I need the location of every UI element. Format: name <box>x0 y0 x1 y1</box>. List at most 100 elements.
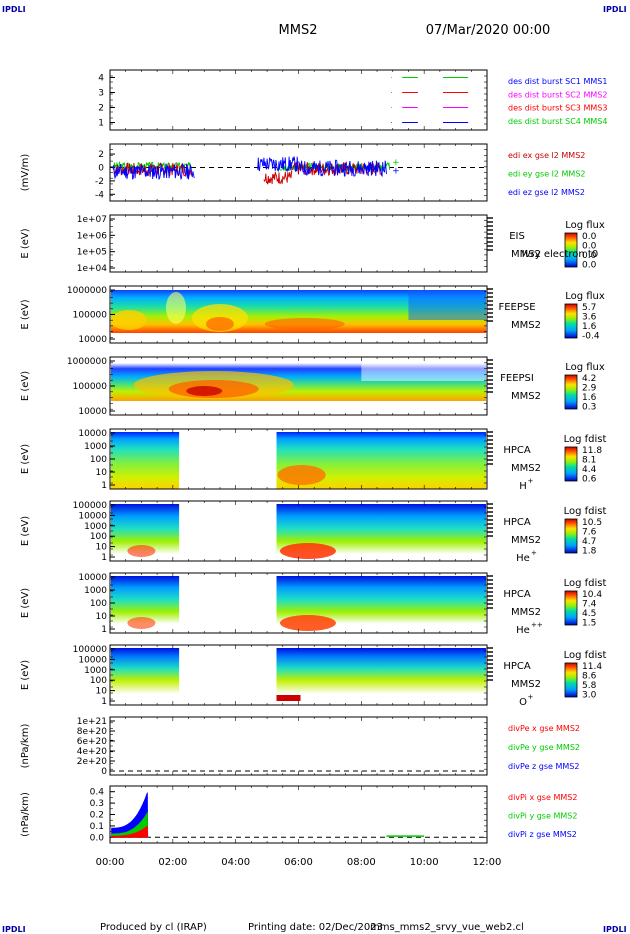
y-tick-label-hpca-o: 1000 <box>84 666 107 676</box>
y-axis-label-hpca-h: E (eV) <box>20 444 31 474</box>
species-label-hpca-he2: He <box>516 625 530 636</box>
legend-burst-0: des dist burst SC1 MMS1 <box>508 77 607 86</box>
y-tick-label-hpca-he2: 1 <box>101 625 107 635</box>
colorbar-hpca-o <box>564 662 578 698</box>
y-tick-label-hpca-o: 100 <box>90 676 107 686</box>
corner-label-tl: IPDLI <box>2 5 26 14</box>
feepse-feature <box>165 292 186 324</box>
spacecraft-label-hpca-o: MMS2 <box>511 679 541 690</box>
y-tick-label-divpe: 6e+20 <box>77 737 108 747</box>
y-axis-label-feepse: E (eV) <box>20 299 31 329</box>
y-tick-label-divpe: 8e+20 <box>77 727 108 737</box>
legend-divpe-1: divPe y gse MMS2 <box>508 743 580 752</box>
y-tick-label-divpi: 0.1 <box>90 822 104 832</box>
hpca-feature <box>279 615 336 631</box>
edi-trace <box>263 169 293 185</box>
feepsi-feature <box>361 363 486 381</box>
panels: des dist burst SC1 MMS1 des dist burst SC… <box>20 69 607 868</box>
y-axis-label-divpi: (nPa/km) <box>20 792 31 837</box>
x-tick-label: 12:00 <box>473 857 502 868</box>
y-tick-label-burst: 1 <box>98 119 104 129</box>
divpi-series <box>111 825 149 838</box>
colorbar-title-eis: Log flux <box>565 220 605 231</box>
colorbar-title-hpca-he: Log fdist <box>564 506 607 517</box>
colorbar-tick-hpca-h: 8.1 <box>582 456 596 466</box>
corner-label-tr: IPDLI <box>603 5 627 14</box>
species-charge-hpca-he: + <box>531 549 537 557</box>
y-axis-label-eis: E (eV) <box>20 228 31 258</box>
legend-burst-2: des dist burst SC3 MMS3 <box>508 104 607 113</box>
y-tick-label-edi: 0 <box>98 163 104 173</box>
legend-edi-0: edi ex gse l2 MMS2 <box>508 151 585 160</box>
colorbar-tick-feepse: -0.4 <box>582 332 600 342</box>
colorbar-tick-eis: 0.0 <box>582 232 597 242</box>
y-tick-label-divpi: 0.4 <box>90 788 105 798</box>
feepse-feature <box>205 317 234 331</box>
colorbar-tick-hpca-o: 11.4 <box>582 662 602 672</box>
legend-divpi-2: divPi z gse MMS2 <box>508 830 577 839</box>
colorbar-tick-feepsi: 1.6 <box>582 393 597 403</box>
legend-divpe-0: divPe x gse MMS2 <box>508 724 580 733</box>
y-axis-label-hpca-he2: E (eV) <box>20 588 31 618</box>
x-tick-label: 04:00 <box>221 857 250 868</box>
footer-filename: mms_mms2_srvy_vue_web2.cl <box>370 922 524 933</box>
y-tick-label-hpca-he: 10 <box>96 543 108 553</box>
panel-frame-eis <box>109 214 488 273</box>
colorbar-title-feepse: Log flux <box>565 291 605 302</box>
colorbar-tick-hpca-he: 1.8 <box>582 547 597 557</box>
y-tick-label-hpca-h: 100 <box>90 455 107 465</box>
y-tick-label-hpca-he: 1 <box>101 553 107 563</box>
colorbar-eis <box>564 232 578 268</box>
instrument-label-eis: EIS <box>509 231 525 242</box>
species-charge-hpca-he2: ++ <box>531 621 543 629</box>
species-label-hpca-o: O <box>519 697 527 708</box>
legend-burst-1: des dist burst SC2 MMS2 <box>508 90 607 99</box>
y-tick-label-feepsi: 100000 <box>73 382 108 392</box>
y-tick-label-burst: 4 <box>98 74 104 84</box>
colorbar-tick-hpca-he: 10.5 <box>582 518 602 528</box>
hpca-spectrogram-hpca-he2 <box>111 576 180 624</box>
hpca-feature <box>279 543 336 559</box>
edi-marker: + <box>392 167 400 177</box>
colorbar-feepse <box>564 303 578 339</box>
colorbar-tick-eis: 0.0 <box>582 242 597 252</box>
legend-divpi-0: divPi x gse MMS2 <box>508 793 577 802</box>
y-tick-label-edi: -4 <box>95 190 104 200</box>
date-title: 07/Mar/2020 00:00 <box>426 23 551 38</box>
y-tick-label-divpe: 4e+20 <box>77 747 108 757</box>
colorbar-tick-hpca-he2: 4.5 <box>582 609 596 619</box>
colorbar-feepsi <box>564 374 578 410</box>
colorbar-tick-hpca-o: 8.6 <box>582 672 597 682</box>
y-tick-label-feepse: 100000 <box>73 311 108 321</box>
colorbar-tick-hpca-h: 11.8 <box>582 446 602 456</box>
y-tick-label-edi: -2 <box>95 177 104 187</box>
y-tick-label-hpca-he2: 10 <box>96 612 108 622</box>
legend-edi-1: edi ey gse l2 MMS2 <box>508 170 586 179</box>
y-tick-label-hpca-o: 100000 <box>73 645 108 655</box>
y-tick-label-eis: 1e+07 <box>77 215 107 225</box>
y-tick-label-hpca-he: 10000 <box>78 511 107 521</box>
colorbar-title-hpca-h: Log fdist <box>564 434 607 445</box>
y-tick-label-burst: 2 <box>98 104 104 114</box>
edi-trace <box>298 159 387 178</box>
y-tick-label-hpca-he2: 10000 <box>78 573 107 583</box>
y-tick-label-eis: 1e+06 <box>77 231 108 241</box>
y-tick-label-hpca-he: 1000 <box>84 522 107 532</box>
y-tick-label-hpca-he: 100000 <box>73 501 108 511</box>
edi-marker: + <box>392 158 400 168</box>
y-tick-label-divpe: 1e+21 <box>77 717 107 727</box>
colorbar-tick-feepse: 3.6 <box>582 313 597 323</box>
colorbar-tick-hpca-h: 0.6 <box>582 475 597 485</box>
y-tick-label-hpca-h: 10 <box>96 468 108 478</box>
feepse-feature <box>408 290 486 320</box>
feepse-feature <box>264 318 345 330</box>
instrument-label-feepsi: FEEPSI <box>500 373 534 384</box>
colorbar-tick-hpca-he2: 7.4 <box>582 600 597 610</box>
corner-label-bl: IPDLI <box>2 925 26 934</box>
corner-label-br: IPDLI <box>603 925 627 934</box>
y-axis-label-hpca-o: E (eV) <box>20 660 31 690</box>
y-tick-label-hpca-he2: 100 <box>90 599 107 609</box>
colorbar-tick-hpca-he2: 10.4 <box>582 590 602 600</box>
y-axis-label-hpca-he: E (eV) <box>20 516 31 546</box>
